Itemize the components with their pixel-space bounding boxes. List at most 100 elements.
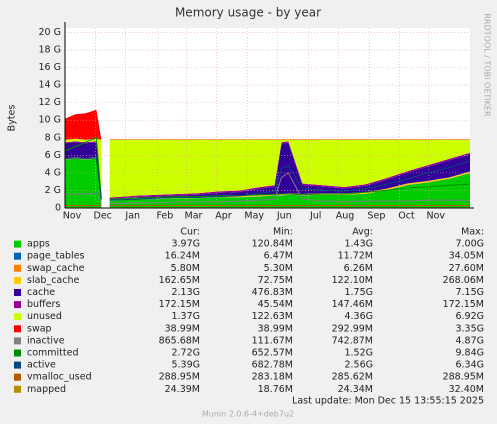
y-tick-label: 20 G (39, 27, 61, 38)
y-axis-label: Bytes (7, 105, 18, 132)
legend-swatch (14, 301, 21, 309)
legend-stat: 4.87G (455, 335, 484, 346)
line-inactive (64, 192, 102, 204)
legend-stat: 1.75G (344, 287, 373, 298)
y-tick-label: 8 G (45, 132, 61, 143)
legend-swatch (14, 313, 21, 321)
legend-stat: 72.75M (258, 275, 293, 286)
y-tick-label: 12 G (39, 97, 61, 108)
legend-stat: 6.92G (455, 311, 484, 322)
legend-swatch (14, 252, 21, 260)
area-unused (65, 138, 102, 193)
y-tick-label: 10 G (39, 115, 61, 126)
legend-stat: 32.40M (449, 384, 484, 395)
legend-stat: 3.97G (171, 239, 200, 250)
legend-label: cache (27, 287, 55, 298)
legend-stat: 38.99M (258, 323, 293, 334)
legend-stat: 5.39G (171, 360, 200, 371)
legend-swatch (14, 289, 21, 296)
legend-swatch (14, 325, 21, 333)
y-tick-label: 6 G (45, 150, 61, 161)
last-update: Last update: Mon Dec 15 13:55:15 2025 (292, 396, 484, 407)
y-tick-label: 4 G (45, 167, 61, 178)
legend-stat: 9.84G (455, 348, 484, 359)
legend-stat: 162.65M (159, 275, 200, 286)
legend-stat: 682.78M (252, 360, 293, 371)
legend-stat: 4.36G (344, 311, 373, 322)
legend-stat: 27.60M (449, 263, 484, 274)
legend-swatch (14, 349, 21, 357)
x-tick-label: Feb (156, 211, 173, 222)
y-tick-label: 2 G (45, 185, 61, 196)
x-tick-label: Nov (63, 211, 82, 222)
legend-stat: 1.52G (344, 348, 373, 359)
legend-header: Max: (461, 227, 484, 238)
line-inactive (109, 172, 471, 205)
legend-stat: 1.37G (171, 311, 200, 322)
legend-stat: 742.87M (332, 335, 373, 346)
legend-stat: 45.54M (258, 299, 293, 310)
legend-stat: 268.06M (443, 275, 484, 286)
chart-title: Memory usage - by year (175, 6, 321, 20)
line-active (64, 157, 102, 200)
legend-stat: 147.46M (332, 299, 373, 310)
legend-stat: 120.84M (252, 239, 293, 250)
legend-stat: 6.47M (264, 251, 293, 262)
legend-swatch (14, 373, 21, 381)
legend-stat: 476.83M (252, 287, 293, 298)
legend-swatch (14, 240, 21, 248)
area-apps (109, 173, 470, 208)
line-active (109, 160, 471, 201)
y-tick-label: 14 G (39, 80, 61, 91)
legend-label: vmalloc_used (27, 372, 92, 383)
legend-stat: 18.76M (258, 384, 293, 395)
area-apps (65, 158, 102, 208)
legend-stat: 24.34M (338, 384, 373, 395)
legend-label: slab_cache (27, 275, 79, 286)
area-swap (65, 109, 102, 140)
legend-stat: 652.57M (252, 348, 293, 359)
x-tick-label: May (244, 211, 264, 222)
legend-stat: 1.43G (344, 239, 373, 250)
legend-stat: 2.56G (344, 360, 373, 371)
legend-stat: 24.39M (165, 384, 200, 395)
x-tick-label: Jan (124, 211, 140, 222)
legend-stat: 111.67M (252, 335, 293, 346)
x-tick-label: Sep (367, 211, 385, 222)
legend-stat: 172.15M (443, 299, 484, 310)
legend-stat: 5.80M (171, 263, 200, 274)
legend-swatch (14, 385, 21, 393)
x-tick-label: Jul (309, 211, 321, 222)
legend-swatch (14, 337, 21, 345)
legend-header: Avg: (352, 227, 373, 238)
legend-stat: 283.18M (252, 372, 293, 383)
x-tick-label: Nov (427, 211, 446, 222)
x-tick-label: Oct (398, 211, 415, 222)
legend-stat: 865.68M (159, 335, 200, 346)
legend-stat: 172.15M (159, 299, 200, 310)
x-tick-label: Dec (94, 211, 112, 222)
x-tick-label: Mar (185, 211, 203, 222)
legend-stat: 2.13G (171, 287, 200, 298)
x-tick-label: Aug (336, 211, 355, 222)
legend-label: apps (27, 239, 50, 250)
x-tick-label: Apr (215, 211, 232, 222)
legend-stat: 288.95M (159, 372, 200, 383)
legend-label: mapped (27, 384, 66, 395)
legend-stat: 5.30M (264, 263, 293, 274)
legend-stat: 122.10M (332, 275, 373, 286)
legend-stat: 11.72M (338, 251, 373, 262)
legend-swatch (14, 361, 21, 369)
line-committed (109, 183, 471, 200)
legend-stat: 122.63M (252, 311, 293, 322)
legend-swatch (14, 276, 21, 284)
legend-header: Cur: (180, 227, 200, 238)
legend-label: unused (27, 311, 62, 322)
legend-stat: 292.99M (332, 323, 373, 334)
legend-label: swap_cache (27, 263, 85, 274)
legend-swatch (14, 264, 21, 272)
legend-stat: 6.26M (344, 263, 373, 274)
legend-stat: 285.62M (332, 372, 373, 383)
legend-label: inactive (27, 335, 65, 346)
legend-stat: 3.35G (455, 323, 484, 334)
